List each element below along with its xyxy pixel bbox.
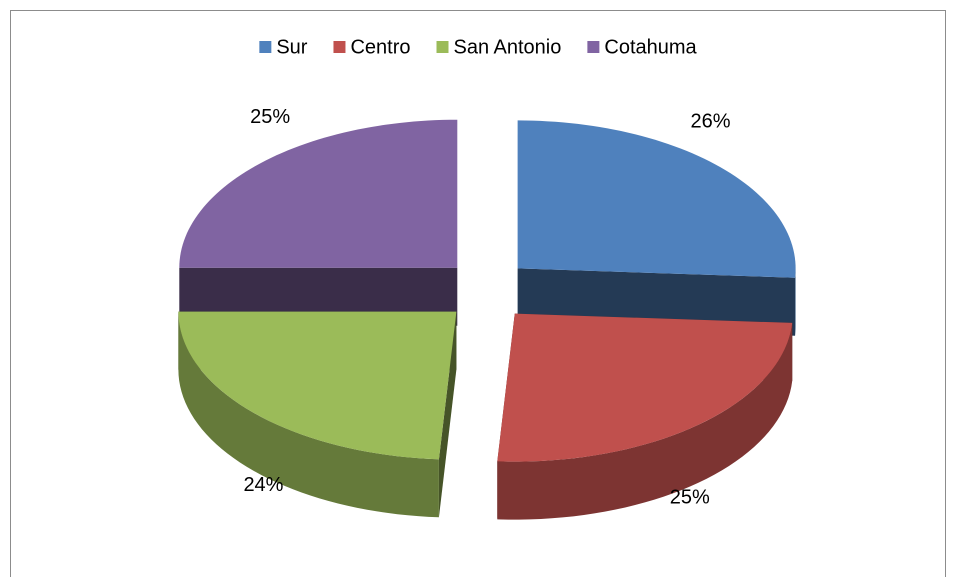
legend-swatch [333,41,346,53]
slice-wall [497,322,793,520]
legend-swatch [259,41,272,53]
data-label: 25% [250,106,290,128]
legend-label: Centro [350,36,410,58]
chart-frame [10,10,946,577]
legend-label: Cotahuma [604,36,697,58]
data-label: 24% [243,474,283,496]
slice-wall [795,268,796,336]
slice-side [179,267,458,326]
slice [517,120,796,278]
data-label: 25% [670,486,710,508]
slice [178,311,457,460]
legend-label: San Antonio [454,36,562,58]
slice [179,119,458,268]
slice [497,313,793,462]
legend-swatch [436,41,449,53]
slice-wall [178,311,439,518]
data-label: 26% [691,110,731,132]
legend-label: Sur [276,36,307,58]
legend-swatch [587,41,600,53]
